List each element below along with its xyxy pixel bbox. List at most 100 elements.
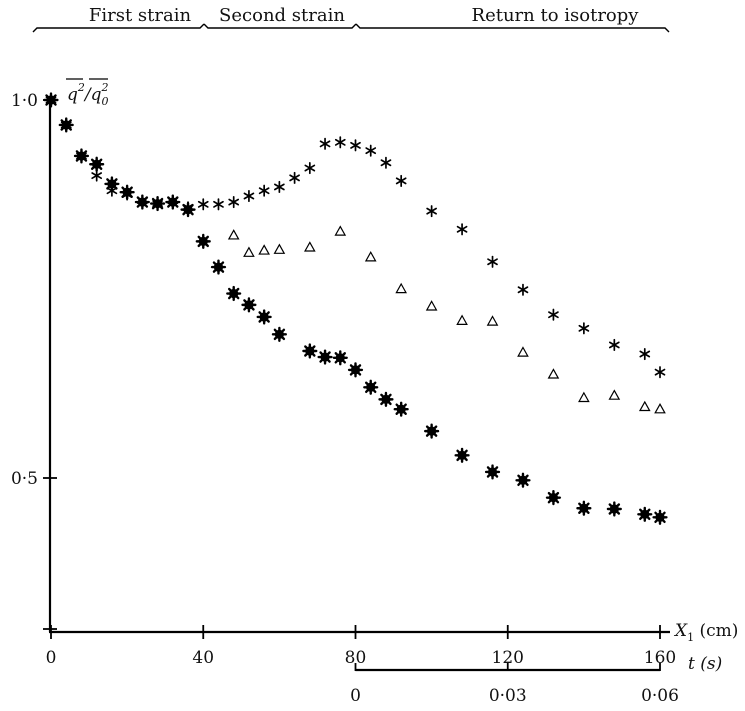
triangle-marker xyxy=(227,229,240,240)
asterisk-marker xyxy=(76,149,87,162)
asterisk-marker xyxy=(456,223,468,236)
y-tick-label: 0·5 xyxy=(11,469,38,489)
asterisk-marker xyxy=(197,198,209,211)
filled-star-marker xyxy=(515,472,531,488)
t-tick-label: 0·06 xyxy=(641,686,679,706)
asterisk-marker xyxy=(258,184,270,197)
data-markers xyxy=(43,92,668,525)
y-ticks: 1·0 0·5 xyxy=(11,91,57,630)
asterisk-marker xyxy=(213,198,224,211)
filled-star-marker xyxy=(347,362,364,378)
x-tick-label: 0 xyxy=(46,648,57,668)
triangle-marker xyxy=(547,368,560,379)
phase-brackets: First strain Second strain Return to iso… xyxy=(32,5,670,33)
filled-star-marker xyxy=(256,309,272,325)
triangle-marker xyxy=(638,400,651,412)
phase-label-second: Second strain xyxy=(219,5,345,26)
phase-bracket-return xyxy=(355,23,670,33)
asterisk-marker xyxy=(167,194,179,207)
asterisk-marker xyxy=(365,144,377,157)
asterisk-marker xyxy=(274,180,285,193)
triangle-marker xyxy=(608,389,621,400)
asterisk-marker xyxy=(289,171,300,184)
x-label-sub: 1 xyxy=(687,631,694,644)
phase-bracket-first xyxy=(32,23,205,33)
x-ticks: 0 40 80 120 160 xyxy=(46,625,676,668)
y-label-sup: 2 xyxy=(77,81,85,94)
asterisk-marker xyxy=(639,347,651,361)
y-label-q: q xyxy=(67,85,78,105)
filled-star-marker xyxy=(454,447,470,463)
asterisk-marker xyxy=(608,338,620,351)
filled-star-marker xyxy=(241,297,257,313)
asterisk-marker xyxy=(228,196,240,209)
t-tick-label: 0·03 xyxy=(489,686,527,706)
filled-star-marker xyxy=(378,391,394,407)
y-label-slash: / xyxy=(83,85,93,105)
x-axis-label: X1 (cm) xyxy=(673,621,738,644)
asterisk-marker xyxy=(91,169,103,182)
asterisk-marker xyxy=(517,283,529,296)
y-label-sup0: 2 xyxy=(101,81,109,94)
asterisk-marker xyxy=(304,161,316,175)
t-axis-label: t (s) xyxy=(688,654,722,674)
filled-star-marker xyxy=(317,349,333,365)
filled-star-marker xyxy=(424,423,440,439)
asterisk-marker xyxy=(578,322,590,335)
filled-star-marker xyxy=(484,464,501,480)
triangle-marker xyxy=(486,315,499,326)
triangle-marker xyxy=(334,225,347,236)
asterisk-marker xyxy=(426,205,437,218)
triangle-marker xyxy=(456,314,468,325)
asterisk-marker xyxy=(60,118,72,131)
y-axis-label: q2/q2 0 xyxy=(66,78,109,108)
filled-star-marker xyxy=(606,501,622,517)
phase-label-first: First strain xyxy=(89,5,192,26)
filled-star-marker xyxy=(89,156,105,172)
asterisk-marker xyxy=(243,189,255,203)
asterisk-marker xyxy=(121,188,133,201)
filled-star-marker xyxy=(332,350,348,366)
asterisk-marker xyxy=(380,156,392,169)
asterisk-marker xyxy=(136,194,148,207)
triangle-marker xyxy=(243,246,255,257)
t-tick-label: 0 xyxy=(350,686,361,706)
triangle-marker xyxy=(395,282,407,294)
triangle-marker xyxy=(654,402,666,414)
x-tick-label: 80 xyxy=(345,648,367,668)
x-tick-label: 40 xyxy=(192,648,214,668)
asterisk-marker xyxy=(106,184,118,197)
filled-star-marker xyxy=(576,500,592,516)
t-axis: 0 0·03 0·06 xyxy=(350,663,679,706)
y-label-sub0: 0 xyxy=(102,95,109,108)
asterisk-marker xyxy=(45,93,57,107)
triangle-marker xyxy=(273,243,286,254)
triangle-marker xyxy=(578,391,590,403)
asterisk-marker xyxy=(395,174,407,187)
filled-star-marker xyxy=(652,509,668,525)
x-tick-label: 120 xyxy=(492,648,524,668)
y-label-q0: q xyxy=(91,85,102,105)
asterisk-marker xyxy=(152,197,163,210)
asterisk-marker xyxy=(350,139,361,152)
filled-star-marker xyxy=(195,233,211,249)
triangle-marker xyxy=(425,300,438,311)
asterisk-marker xyxy=(487,255,498,268)
phase-label-return: Return to isotropy xyxy=(472,5,640,26)
filled-star-marker xyxy=(393,401,409,417)
svg-text:q2/q20: q2/q2 0 xyxy=(67,81,109,108)
filled-star-marker xyxy=(363,379,379,395)
filled-star-marker xyxy=(271,326,287,342)
asterisk-marker xyxy=(319,137,331,150)
x-label-unit: (cm) xyxy=(694,621,738,641)
triangle-marker xyxy=(304,241,316,252)
filled-star-marker xyxy=(302,343,318,359)
asterisk-marker xyxy=(334,136,346,149)
triangle-marker xyxy=(258,244,270,255)
asterisk-marker xyxy=(654,366,666,379)
x-tick-label: 160 xyxy=(644,648,676,668)
filled-star-marker xyxy=(637,506,653,522)
x-label-main: X xyxy=(673,621,688,641)
filled-star-marker xyxy=(545,490,562,506)
